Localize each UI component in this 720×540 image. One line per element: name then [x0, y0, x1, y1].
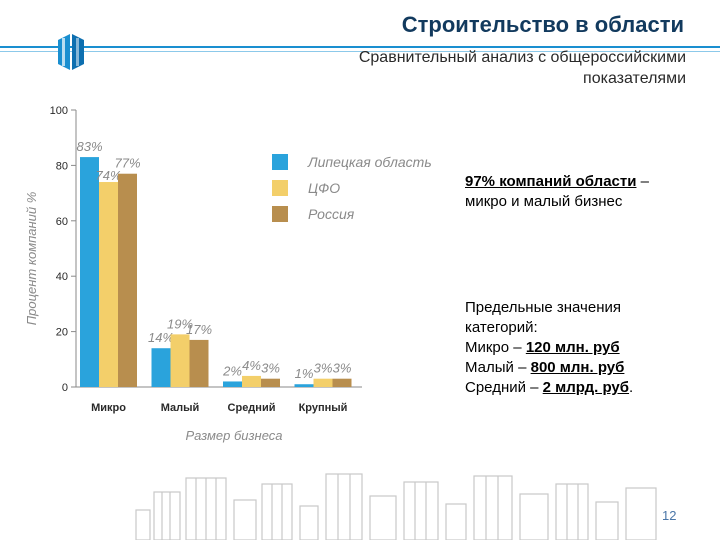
share-note-highlight: 97% компаний области: [465, 173, 637, 190]
micro-prefix: Микро –: [465, 339, 526, 356]
limits-note: Предельные значения категорий: Микро – 1…: [465, 298, 705, 398]
data-label: 19%: [167, 316, 193, 331]
data-label: 83%: [76, 139, 102, 154]
data-label: 14%: [148, 330, 174, 345]
slide-title: Строительство в области: [401, 12, 684, 37]
header-rule-thin: [0, 51, 720, 52]
category-label: Микро: [91, 402, 126, 414]
data-label: 3%: [261, 361, 280, 376]
data-label: 77%: [114, 156, 140, 171]
legend-label: Россия: [308, 206, 355, 222]
bar-2-1: [242, 375, 261, 387]
data-label: 1%: [295, 366, 314, 381]
share-note: 97% компаний области – микро и малый биз…: [465, 172, 705, 212]
medium-suffix: .: [629, 379, 634, 396]
medium-limit: 2 млрд. руб: [542, 379, 630, 396]
data-label: 74%: [95, 168, 121, 183]
y-tick-label: 100: [50, 105, 68, 117]
y-tick-label: 40: [56, 271, 68, 283]
bar-0-1: [99, 182, 118, 387]
data-label: 4%: [242, 358, 261, 373]
x-axis-title: Размер бизнеса: [185, 428, 282, 443]
bar-chart: 0 20 40 60 80 100 Процент компаний % 83% 74%77% М…: [24, 105, 432, 443]
subtitle-line-2: показателями: [583, 70, 686, 87]
category-label: Малый: [161, 402, 200, 414]
small-limit: 800 млн. руб: [530, 359, 625, 376]
slide-subtitle: Сравнительный анализ с общероссийскими п…: [246, 47, 686, 89]
data-label: 3%: [333, 361, 352, 376]
bar-1-1: [170, 334, 190, 387]
legend-swatch: [272, 154, 288, 170]
micro-limit: 120 млн. руб: [525, 339, 620, 356]
bar-3-1: [313, 378, 333, 387]
bar-3-2: [332, 378, 352, 387]
city-skyline-decoration: [135, 473, 657, 540]
bar-3-0: [294, 384, 314, 387]
small-prefix: Малый –: [465, 359, 531, 376]
share-note-rest: микро и малый бизнес: [465, 193, 623, 210]
legend-swatch: [272, 180, 288, 196]
data-label: 3%: [314, 361, 333, 376]
y-tick-label: 60: [56, 216, 68, 228]
page-number: 12: [662, 508, 677, 523]
share-note-dash: –: [636, 173, 649, 190]
category-label: Средний: [228, 402, 276, 414]
bar-0-0: [80, 157, 99, 387]
legend-label: ЦФО: [308, 180, 340, 196]
y-tick-label: 0: [62, 382, 68, 394]
data-label: 2%: [222, 363, 242, 378]
medium-prefix: Средний –: [465, 379, 543, 396]
data-label: 17%: [186, 322, 212, 337]
bar-0-2: [118, 173, 137, 387]
bar-1-0: [151, 348, 171, 387]
bar-1-2: [189, 339, 209, 387]
legend-label: Липецкая область: [307, 154, 432, 170]
legend-swatch: [272, 206, 288, 222]
bar-2-0: [223, 381, 242, 387]
limits-intro-2: категорий:: [465, 319, 538, 336]
category-label: Крупный: [299, 402, 348, 414]
y-axis-title: Процент компаний %: [24, 192, 39, 326]
y-tick-label: 80: [56, 160, 68, 172]
bar-2-2: [261, 378, 280, 387]
subtitle-line-1: Сравнительный анализ с общероссийскими: [358, 49, 686, 66]
limits-intro-1: Предельные значения: [465, 299, 621, 316]
header-rule: [0, 46, 720, 48]
y-tick-label: 20: [56, 327, 68, 339]
cube-logo-icon: [58, 34, 84, 70]
